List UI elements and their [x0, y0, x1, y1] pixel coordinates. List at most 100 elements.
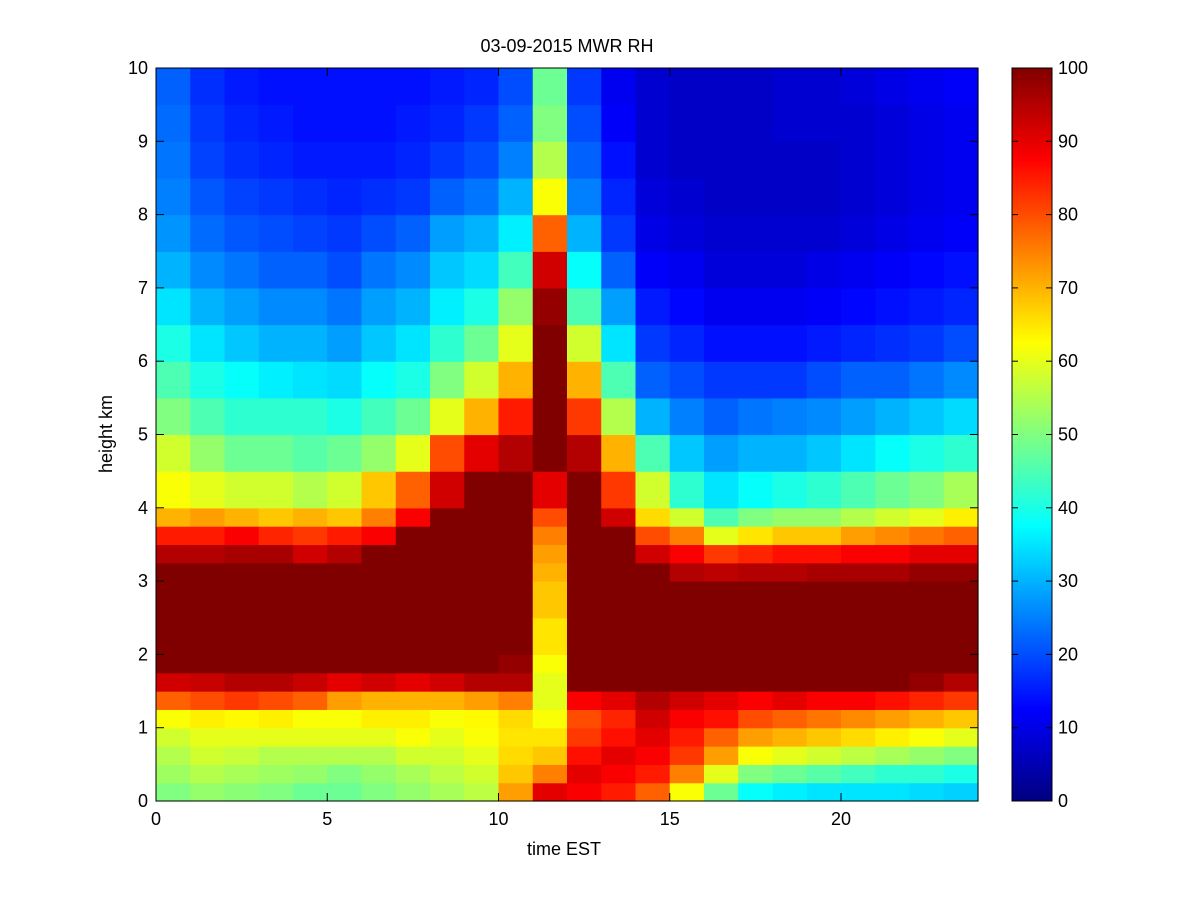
heatmap-cell — [224, 397, 260, 436]
heatmap-cell — [806, 471, 842, 509]
y-tick-label: 2 — [138, 644, 148, 664]
heatmap-cell — [909, 507, 945, 527]
heatmap-cell — [258, 507, 294, 527]
heatmap-cell — [224, 434, 260, 472]
heatmap-cell — [464, 434, 500, 472]
heatmap-cell — [567, 654, 602, 674]
heatmap-cell — [156, 141, 191, 179]
heatmap-cell — [395, 324, 431, 362]
heatmap-cell — [841, 727, 876, 747]
heatmap-cell — [293, 177, 328, 216]
heatmap-cell — [567, 544, 602, 564]
colorbar-tick-label: 0 — [1058, 791, 1068, 811]
heatmap-cell — [909, 581, 945, 619]
heatmap-cell — [258, 251, 294, 289]
heatmap-cell — [909, 68, 945, 106]
heatmap-cell — [738, 177, 774, 216]
heatmap-cell — [293, 782, 328, 802]
heatmap-cell — [601, 434, 637, 472]
heatmap-cell — [738, 104, 774, 142]
heatmap-cell — [327, 397, 363, 436]
heatmap-cell — [258, 68, 294, 106]
heatmap-cell — [464, 544, 500, 564]
heatmap-cell — [156, 397, 191, 436]
colorbar-tick-label: 70 — [1058, 278, 1078, 298]
heatmap-cell — [224, 782, 260, 802]
heatmap-cell — [395, 177, 431, 216]
heatmap-cell — [430, 214, 465, 252]
heatmap-cell — [875, 782, 911, 802]
heatmap-cell — [875, 104, 911, 142]
heatmap-cell — [293, 471, 328, 509]
x-tick-label: 20 — [831, 809, 851, 829]
heatmap-cell — [498, 251, 534, 289]
heatmap-cell — [806, 324, 842, 362]
y-tick-label: 0 — [138, 791, 148, 811]
heatmap-cell — [943, 709, 979, 729]
heatmap-cell — [635, 544, 671, 564]
heatmap-cell — [635, 654, 671, 674]
heatmap-cell — [293, 361, 328, 399]
heatmap-cell — [875, 672, 911, 692]
heatmap-cell — [738, 471, 774, 509]
heatmap-cell — [498, 562, 534, 582]
heatmap-cell — [327, 746, 363, 765]
heatmap-cell — [943, 214, 979, 252]
heatmap-cell — [430, 434, 465, 472]
heatmap-cell — [190, 104, 226, 142]
heatmap-cell — [190, 361, 226, 399]
heatmap-cell — [704, 782, 739, 802]
heatmap-cell — [601, 562, 637, 582]
heatmap-cell — [327, 782, 363, 802]
heatmap-cell — [532, 324, 568, 362]
heatmap-cell — [567, 471, 602, 509]
heatmap-cell — [498, 104, 534, 142]
y-tick-label: 9 — [138, 131, 148, 151]
heatmap-cell — [258, 581, 294, 619]
heatmap-cell — [156, 287, 191, 326]
heatmap-cell — [395, 782, 431, 802]
y-tick-label: 10 — [128, 58, 148, 78]
heatmap-cells — [156, 68, 979, 802]
heatmap-cell — [464, 361, 500, 399]
heatmap-cell — [224, 617, 260, 655]
heatmap-cell — [361, 68, 397, 106]
heatmap-cell — [498, 324, 534, 362]
heatmap-cell — [909, 691, 945, 710]
heatmap-cell — [875, 68, 911, 106]
heatmap-cell — [601, 104, 637, 142]
heatmap-cell — [293, 324, 328, 362]
heatmap-cell — [464, 782, 500, 802]
heatmap-cell — [806, 434, 842, 472]
heatmap-cell — [258, 104, 294, 142]
heatmap-cell — [738, 287, 774, 326]
heatmap-cell — [943, 141, 979, 179]
heatmap-cell — [943, 434, 979, 472]
heatmap-cell — [772, 581, 808, 619]
heatmap-cell — [943, 746, 979, 765]
heatmap-cell — [738, 526, 774, 546]
heatmap-cell — [601, 287, 637, 326]
heatmap-cell — [498, 581, 534, 619]
heatmap-cell — [772, 507, 808, 527]
heatmap-cell — [669, 141, 705, 179]
heatmap-cell — [841, 434, 876, 472]
heatmap-cell — [293, 397, 328, 436]
heatmap-cell — [224, 764, 260, 784]
heatmap-cell — [430, 672, 465, 692]
heatmap-cell — [806, 177, 842, 216]
colorbar-tick-label: 80 — [1058, 205, 1078, 225]
heatmap-cell — [841, 68, 876, 106]
heatmap-cell — [875, 709, 911, 729]
heatmap-cell — [635, 746, 671, 765]
heatmap-cell — [258, 746, 294, 765]
heatmap-cell — [293, 104, 328, 142]
heatmap-cell — [327, 581, 363, 619]
colorbar-tick-label: 30 — [1058, 571, 1078, 591]
heatmap-cell — [738, 581, 774, 619]
heatmap-cell — [156, 526, 191, 546]
heatmap-cell — [772, 104, 808, 142]
y-axis-label: height km — [96, 395, 116, 473]
heatmap-cell — [258, 177, 294, 216]
heatmap-cell — [841, 214, 876, 252]
